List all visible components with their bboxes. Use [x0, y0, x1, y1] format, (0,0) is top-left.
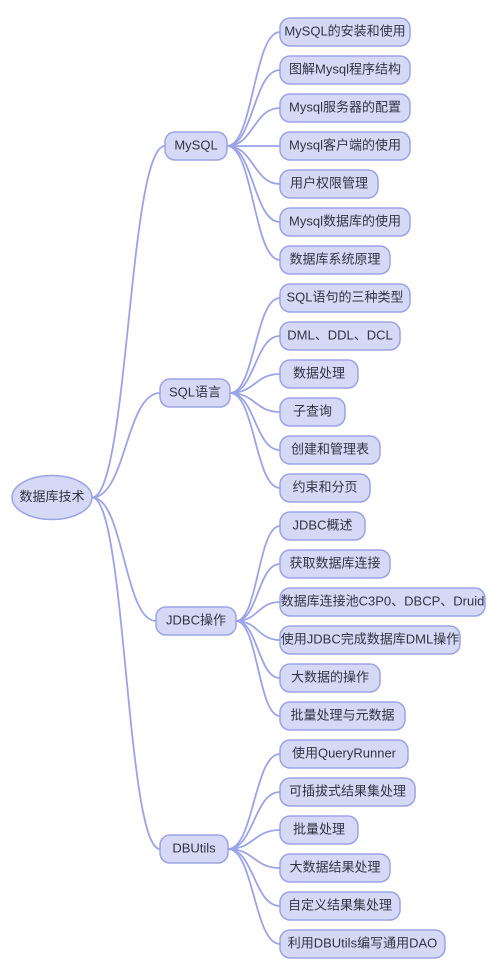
leaf-label: JDBC概述 — [293, 517, 353, 532]
root-label: 数据库技术 — [19, 489, 84, 504]
leaf-label: 利用DBUtils编写通用DAO — [288, 935, 438, 950]
leaf-label: 获取数据库连接 — [289, 555, 380, 570]
edge-branch-leaf — [227, 32, 280, 146]
leaf-label: 子查询 — [293, 403, 332, 418]
edges — [92, 32, 280, 944]
edge-root-branch — [92, 498, 156, 622]
leaf-label: 约束和分页 — [292, 479, 357, 494]
leaf-label: 批量处理与元数据 — [290, 707, 394, 722]
leaf-label: 大数据的操作 — [291, 669, 369, 684]
leaf-label: 大数据结果处理 — [289, 859, 380, 874]
leaf-label: 图解Mysql程序结构 — [289, 61, 401, 76]
leaf-label: MySQL的安装和使用 — [284, 23, 405, 38]
edge-root-branch — [92, 393, 160, 498]
edge-branch-leaf — [228, 754, 280, 849]
edge-branch-leaf — [227, 146, 280, 184]
leaf-label: SQL语句的三种类型 — [286, 289, 403, 304]
edge-branch-leaf — [227, 146, 280, 260]
leaf-label: 数据库连接池C3P0、DBCP、Druid — [281, 593, 485, 608]
leaf-label: 数据库系统原理 — [289, 251, 380, 266]
edge-branch-leaf — [227, 70, 280, 146]
edge-branch-leaf — [230, 393, 280, 488]
leaf-label: Mysql数据库的使用 — [289, 213, 401, 228]
leaf-label: 用户权限管理 — [290, 175, 368, 190]
edge-branch-leaf — [236, 621, 280, 716]
leaf-label: 使用QueryRunner — [292, 745, 397, 760]
branch-label: MySQL — [174, 137, 217, 152]
branch-label: JDBC操作 — [166, 612, 226, 627]
leaf-label: 创建和管理表 — [291, 441, 369, 456]
edge-branch-leaf — [227, 146, 280, 222]
branch-label: DBUtils — [172, 840, 216, 855]
leaf-label: 批量处理 — [293, 821, 345, 836]
edge-branch-leaf — [227, 108, 280, 146]
branch-label: SQL语言 — [169, 384, 221, 399]
leaf-label: 可插拔式结果集处理 — [289, 783, 406, 798]
leaf-label: 数据处理 — [293, 365, 345, 380]
edge-root-branch — [92, 498, 160, 850]
leaf-label: Mysql服务器的配置 — [289, 99, 401, 114]
edge-branch-leaf — [230, 298, 280, 393]
leaf-label: DML、DDL、DCL — [287, 327, 392, 342]
mindmap-canvas: 数据库技术 MySQL MySQL的安装和使用图解Mysql程序结构 Mysql服务器… — [0, 0, 500, 976]
edge-root-branch — [92, 146, 165, 498]
edge-branch-leaf — [236, 526, 280, 621]
leaf-label: 使用JDBC完成数据库DML操作 — [281, 631, 459, 646]
leaf-label: Mysql客户端的使用 — [289, 137, 401, 152]
leaf-label: 自定义结果集处理 — [288, 897, 392, 912]
edge-branch-leaf — [228, 849, 280, 944]
